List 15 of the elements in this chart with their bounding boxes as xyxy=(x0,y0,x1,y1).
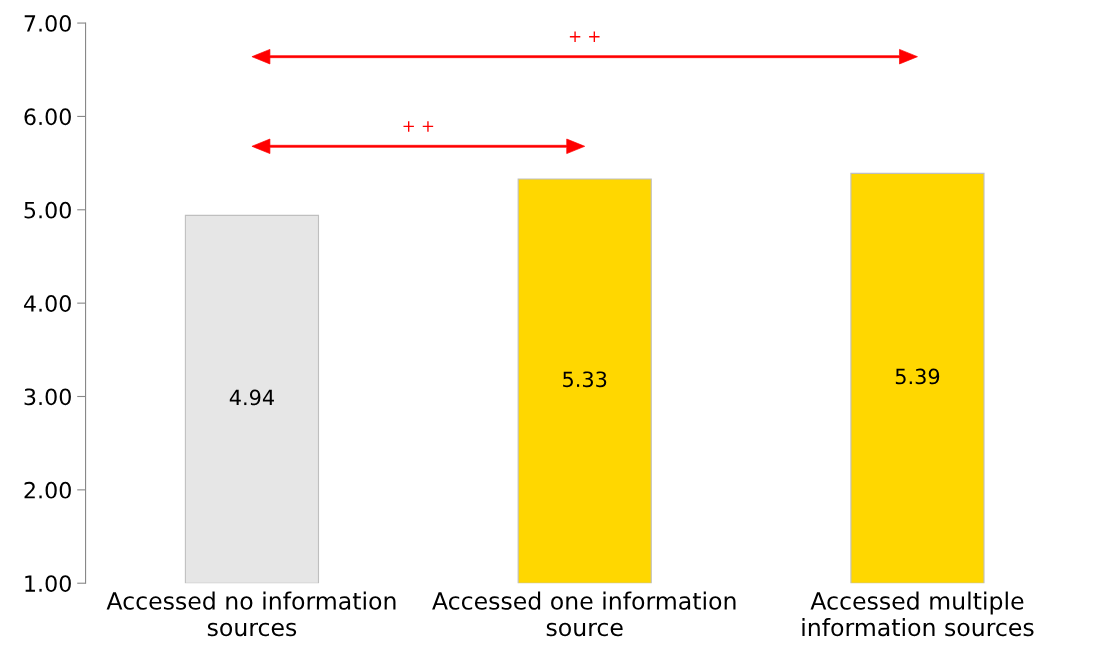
data-label: 5.33 xyxy=(563,371,607,388)
y-tick-label: 6.00 xyxy=(24,108,71,126)
annotation: + + xyxy=(569,31,600,42)
x-tick-label: Accessed one information source xyxy=(432,591,736,637)
annotation: + + xyxy=(403,121,434,132)
y-tick-label: 4.00 xyxy=(23,295,71,312)
data-label: 4.94 xyxy=(229,389,274,406)
y-tick-label: 2.00 xyxy=(24,481,71,499)
x-tick-label: Accessed no information sources xyxy=(106,591,396,637)
x-tick-label: Accessed multiple information sources xyxy=(802,591,1034,637)
y-tick-label: 5.00 xyxy=(24,201,71,219)
y-tick-label: 1.00 xyxy=(25,575,71,592)
y-tick-label: 7.00 xyxy=(24,15,71,32)
data-label: 5.39 xyxy=(895,368,940,385)
y-tick-label: 3.00 xyxy=(24,388,71,406)
